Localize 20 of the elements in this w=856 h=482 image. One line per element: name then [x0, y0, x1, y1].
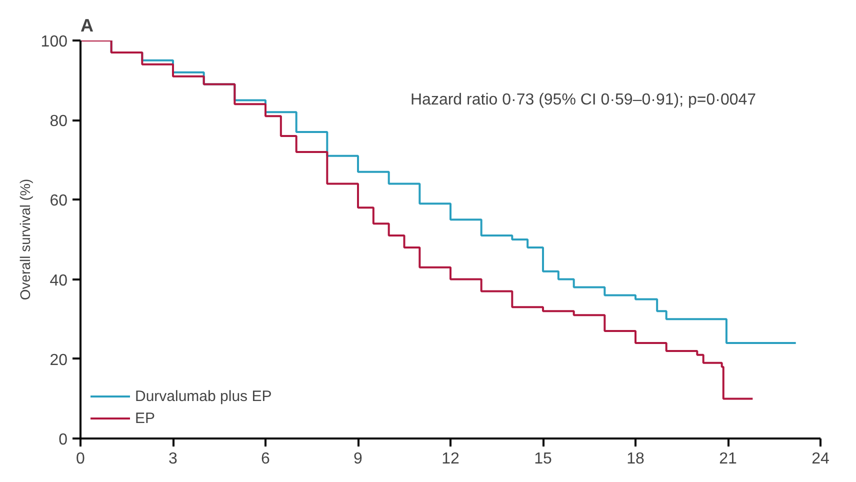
legend-label: Durvalumab plus EP: [135, 388, 272, 404]
y-tick-label: 20: [50, 352, 68, 369]
y-tick-label: 40: [50, 272, 68, 290]
x-tick-label: 0: [76, 450, 86, 468]
x-tick-label: 18: [626, 450, 644, 468]
y-tick-label: 60: [50, 192, 68, 210]
x-tick-label: 15: [534, 450, 552, 468]
chart-title: A: [80, 16, 94, 36]
y-axis-title: Overall survival (%): [16, 178, 33, 300]
y-tick-label: 80: [50, 113, 68, 130]
x-tick-label: 6: [261, 450, 270, 468]
legend-label: EP: [135, 410, 156, 426]
annotation: Hazard ratio 0·73 (95% CI 0·59–0·91); p=0·0047: [410, 92, 756, 108]
y-tick-label: 100: [40, 34, 68, 50]
x-tick-label: 21: [719, 450, 737, 468]
x-tick-label: 12: [442, 450, 460, 468]
x-tick-label: 24: [812, 450, 830, 468]
x-tick-label: 3: [168, 450, 178, 468]
x-tick-label: 9: [354, 450, 363, 468]
y-tick-label: 0: [58, 432, 68, 448]
